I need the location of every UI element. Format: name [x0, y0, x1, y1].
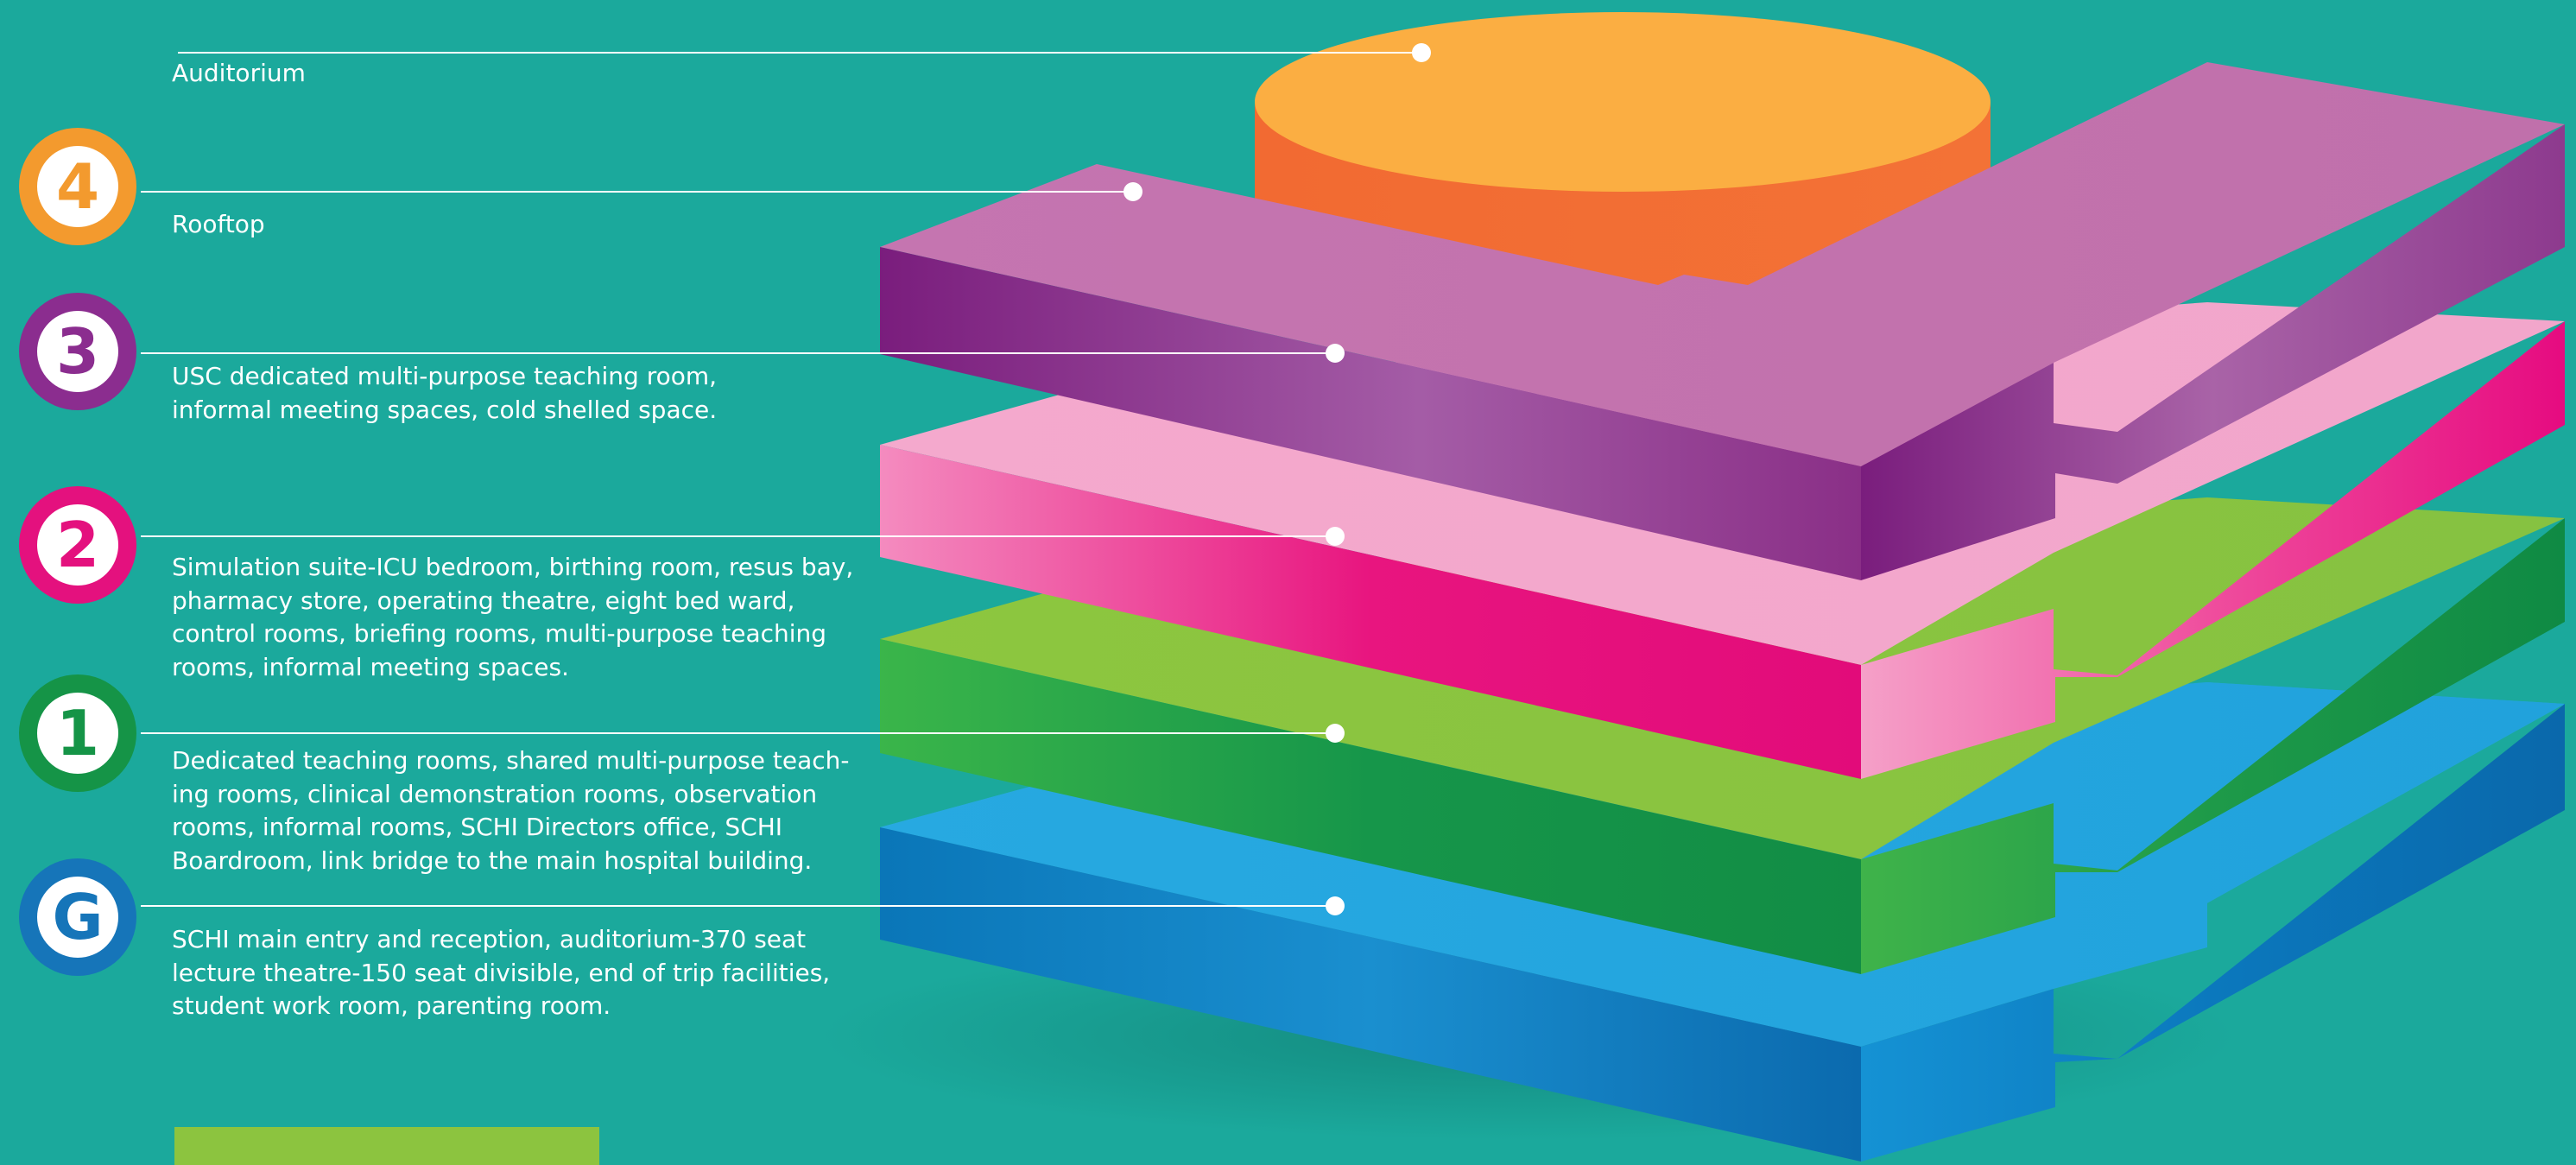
slab-level2-side — [1861, 321, 2565, 779]
label-level3-line-1: USC dedicated multi-purpose teaching roo… — [172, 362, 718, 390]
leader-dots — [1123, 43, 1431, 915]
badge-level-1-text: 1 — [55, 697, 100, 769]
slab-level1-side — [1861, 518, 2565, 974]
slab-level3 — [880, 62, 2565, 580]
label-level1-line-4: Boardroom, link bridge to the main hospi… — [172, 845, 813, 875]
leader-dot-auditorium — [1412, 43, 1431, 62]
slab-level2-front — [880, 445, 1861, 779]
slab-level3-front — [880, 247, 1861, 580]
badge-level-2-text: 2 — [55, 509, 100, 581]
label-level1-line-2: ing rooms, clinical demonstration rooms,… — [172, 779, 818, 808]
badge-level-4-inner: 4 — [37, 146, 118, 227]
label-level2-line-2: pharmacy store, operating theatre, eight… — [172, 586, 795, 615]
slab-level3-side — [1861, 124, 2565, 580]
label-level1-line-3: rooms, informal rooms, SCHI Directors of… — [172, 813, 783, 841]
leader-dot-level1 — [1326, 724, 1345, 743]
slab-level1-front — [880, 639, 1861, 974]
leader-dot-level2 — [1326, 527, 1345, 546]
label-level2: Simulation suite-ICU bedroom, birthing r… — [172, 551, 853, 684]
badge-level-4-text: 4 — [55, 150, 100, 223]
label-level3: USC dedicated multi-purpose teaching roo… — [172, 360, 717, 427]
label-level1: Dedicated teaching rooms, shared multi-p… — [172, 744, 850, 877]
slab-ground-side — [1861, 704, 2565, 1162]
leader-lines — [141, 52, 1421, 907]
slab-level3-top — [880, 62, 2565, 466]
badge-level-3-text: 3 — [55, 315, 100, 388]
label-rooftop: Rooftop — [172, 208, 265, 242]
label-ground-line-2: lecture theatre-150 seat divisible, end … — [172, 958, 831, 987]
badge-level-2: 2 — [19, 486, 136, 604]
label-rooftop-line-1: Rooftop — [172, 210, 265, 238]
green-swatch-bar — [174, 1127, 599, 1165]
leader-dot-rooftop — [1123, 182, 1142, 201]
label-level2-line-3: control rooms, briefing rooms, multi-pur… — [172, 619, 827, 648]
label-level1-line-1: Dedicated teaching rooms, shared multi-p… — [172, 746, 850, 775]
badge-level-1-inner: 1 — [37, 693, 118, 774]
slab-ground-top — [880, 682, 2565, 1047]
badge-level-ground-inner: G — [37, 877, 118, 958]
label-ground: SCHI main entry and reception, auditoriu… — [172, 923, 830, 1023]
badge-level-2-inner: 2 — [37, 504, 118, 586]
label-ground-line-3: student work room, parenting room. — [172, 991, 611, 1020]
badge-level-3-inner: 3 — [37, 311, 118, 392]
label-auditorium-line-1: Auditorium — [172, 59, 306, 87]
leader-dot-ground — [1326, 896, 1345, 915]
leader-dot-level3 — [1326, 344, 1345, 363]
label-level2-line-1: Simulation suite-ICU bedroom, birthing r… — [172, 553, 854, 581]
label-ground-line-1: SCHI main entry and reception, auditoriu… — [172, 925, 807, 953]
badge-level-4: 4 — [19, 128, 136, 245]
badge-level-3: 3 — [19, 293, 136, 410]
slab-ground-front — [880, 827, 1861, 1162]
auditorium-cylinder-top — [1255, 12, 1991, 192]
label-level3-line-2: informal meeting spaces, cold shelled sp… — [172, 395, 718, 424]
badge-level-ground: G — [19, 858, 136, 976]
label-level2-line-4: rooms, informal meeting spaces. — [172, 652, 570, 681]
label-auditorium: Auditorium — [172, 57, 306, 91]
badge-level-1: 1 — [19, 674, 136, 792]
badge-level-ground-text: G — [52, 881, 104, 953]
